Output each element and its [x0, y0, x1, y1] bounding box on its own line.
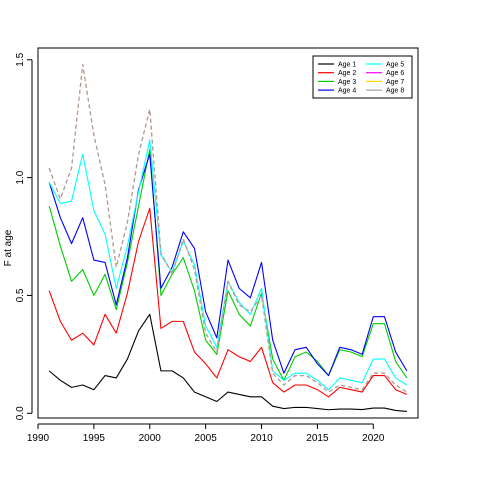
x-tick-label: 2010	[250, 433, 273, 444]
series-line-age-1	[48, 313, 407, 412]
legend-label-age-1: Age 1	[338, 62, 356, 69]
legend-label-age-7: Age 7	[386, 79, 404, 86]
x-tick-label: 2020	[362, 433, 385, 444]
legend-label-age-8: Age 8	[386, 88, 404, 95]
y-axis: F at age 0.0 0.5 1.0 1.5	[3, 52, 33, 420]
y-tick-label: 0.0	[15, 406, 26, 420]
y-tick-label: 0.5	[15, 288, 26, 302]
legend-label-age-6: Age 6	[386, 70, 404, 77]
legend-box	[312, 55, 413, 99]
series-line-age-2	[48, 207, 408, 398]
x-tick-label: 2015	[306, 433, 329, 444]
series-line-age-8	[48, 63, 408, 393]
x-tick-label: 1995	[83, 433, 106, 444]
y-tick-label: 1.0	[15, 170, 26, 184]
series-line-age-3	[48, 148, 408, 381]
legend-label-age-2: Age 2	[338, 70, 356, 77]
legend-label-age-4: Age 4	[338, 88, 356, 95]
x-tick-label: 2000	[139, 433, 162, 444]
x-axis: 1990 1995 2000 2005 2010 2015 2020	[27, 423, 385, 444]
x-tick-label: 2005	[195, 433, 218, 444]
plot-frame	[37, 47, 419, 419]
series-line-age-4	[48, 153, 408, 377]
series-line-age-5	[48, 139, 408, 391]
plot-area	[37, 47, 419, 419]
y-axis-title: F at age	[3, 229, 14, 266]
y-tick-label: 1.5	[15, 52, 26, 66]
x-tick-label: 1990	[27, 433, 50, 444]
legend-label-age-5: Age 5	[386, 62, 404, 69]
legend-label-age-3: Age 3	[338, 79, 356, 86]
